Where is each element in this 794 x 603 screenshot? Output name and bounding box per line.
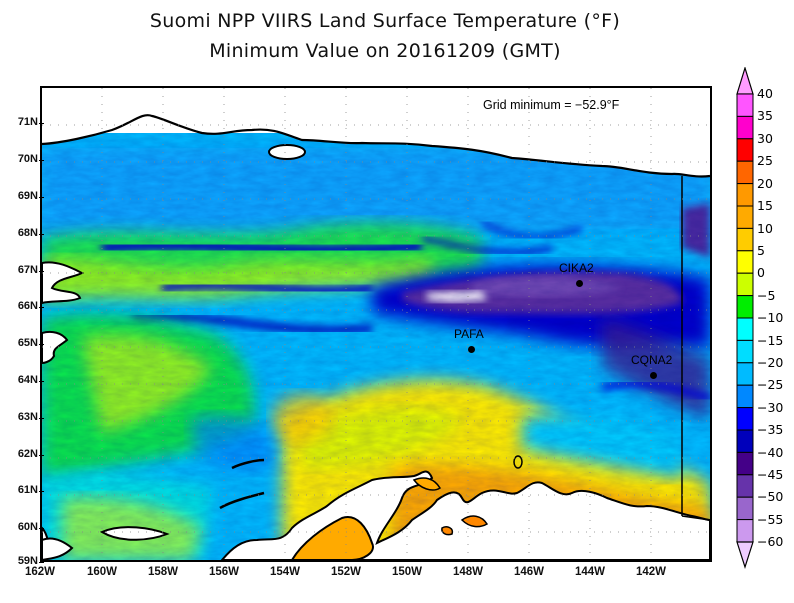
colorbar-label: 0 xyxy=(757,265,765,280)
x-tick-156w: 156W xyxy=(208,566,240,578)
colorbar-label: 5 xyxy=(757,243,765,258)
x-tick-154w: 154W xyxy=(269,566,301,578)
colorbar-label: 15 xyxy=(757,198,773,213)
x-tick-162w: 162W xyxy=(24,566,56,578)
y-tick-70n: 70N xyxy=(4,153,44,165)
colorbar-label: 35 xyxy=(757,108,773,123)
colorbar-label: −10 xyxy=(757,310,784,325)
colorbar-label: −35 xyxy=(757,422,784,437)
x-tick-148w: 148W xyxy=(452,566,484,578)
y-tick-61n: 61N xyxy=(4,484,44,496)
colorbar-top-arrow xyxy=(736,67,754,95)
colorbar-label: −50 xyxy=(757,489,784,504)
grid-minimum-label: Grid minimum = −52.9°F xyxy=(483,98,620,112)
map-title-line1: Suomi NPP VIIRS Land Surface Temperature… xyxy=(149,10,621,32)
colorbar-graphic xyxy=(736,67,754,569)
map-title-line2: Minimum Value on 20161209 (GMT) xyxy=(209,40,561,62)
colorbar-label: −60 xyxy=(757,534,784,549)
x-tick-158w: 158W xyxy=(147,566,179,578)
colorbar-label: −5 xyxy=(757,288,776,303)
y-tick-69n: 69N xyxy=(4,190,44,202)
y-tick-63n: 63N xyxy=(4,411,44,423)
y-tick-67n: 67N xyxy=(4,264,44,276)
colorbar-label: −40 xyxy=(757,445,784,460)
colorbar-label: 20 xyxy=(757,176,773,191)
station-label-cqna2: CQNA2 xyxy=(631,353,673,367)
colorbar-label: −20 xyxy=(757,355,784,370)
x-tick-160w: 160W xyxy=(86,566,118,578)
y-tick-68n: 68N xyxy=(4,227,44,239)
colorbar-bottom-arrow xyxy=(736,541,754,569)
station-marker-pafa xyxy=(468,346,475,353)
temperature-map xyxy=(40,86,712,562)
colorbar-label: −55 xyxy=(757,512,784,527)
x-tick-152w: 152W xyxy=(330,566,362,578)
colorbar-label: 25 xyxy=(757,153,773,168)
colorbar-label: 40 xyxy=(757,86,773,101)
y-tick-66n: 66N xyxy=(4,300,44,312)
station-label-cika2: CIKA2 xyxy=(559,261,594,275)
y-tick-71n: 71N xyxy=(4,116,44,128)
y-tick-65n: 65N xyxy=(4,337,44,349)
station-marker-cqna2 xyxy=(650,372,657,379)
x-tick-144w: 144W xyxy=(574,566,606,578)
colorbar-label: 10 xyxy=(757,221,773,236)
y-tick-64n: 64N xyxy=(4,374,44,386)
x-tick-146w: 146W xyxy=(513,566,545,578)
colorbar-label: −15 xyxy=(757,333,784,348)
colorbar-label: −25 xyxy=(757,377,784,392)
colorbar-label: 30 xyxy=(757,131,773,146)
colorbar-label: −30 xyxy=(757,400,784,415)
y-tick-59n: 59N xyxy=(4,555,44,567)
x-tick-150w: 150W xyxy=(391,566,423,578)
colorbar-label: −45 xyxy=(757,467,784,482)
y-tick-60n: 60N xyxy=(4,521,44,533)
y-tick-62n: 62N xyxy=(4,448,44,460)
x-tick-142w: 142W xyxy=(635,566,667,578)
map-raster xyxy=(42,88,710,560)
station-marker-cika2 xyxy=(576,280,583,287)
station-label-pafa: PAFA xyxy=(454,327,484,341)
